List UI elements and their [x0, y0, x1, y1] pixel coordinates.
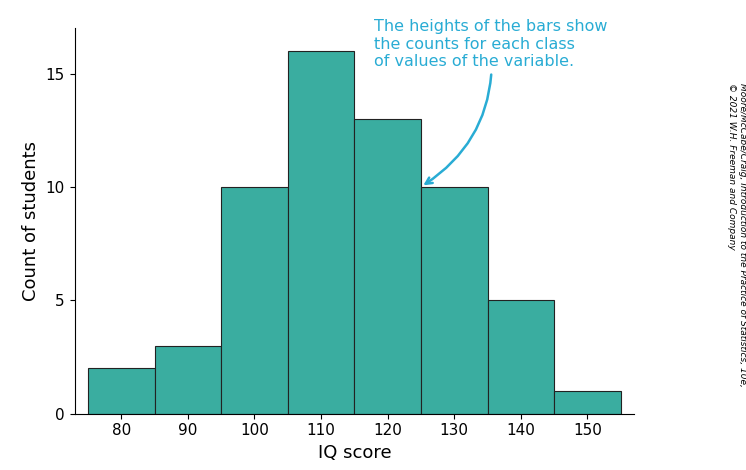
Bar — [354, 119, 421, 414]
Text: The heights of the bars show
the counts for each class
of values of the variable: The heights of the bars show the counts … — [374, 19, 608, 184]
Bar — [288, 51, 354, 414]
Bar — [154, 345, 221, 414]
Y-axis label: Count of students: Count of students — [22, 141, 40, 301]
Bar — [88, 368, 154, 414]
Bar — [554, 391, 621, 414]
Bar — [488, 300, 554, 414]
Bar — [221, 187, 288, 414]
Bar — [421, 187, 488, 414]
X-axis label: IQ score: IQ score — [318, 444, 391, 462]
Text: Moore/McCabe/Craig, Introduction to the Practice of Statistics, 10e,
© 2021 W.H.: Moore/McCabe/Craig, Introduction to the … — [727, 83, 746, 387]
